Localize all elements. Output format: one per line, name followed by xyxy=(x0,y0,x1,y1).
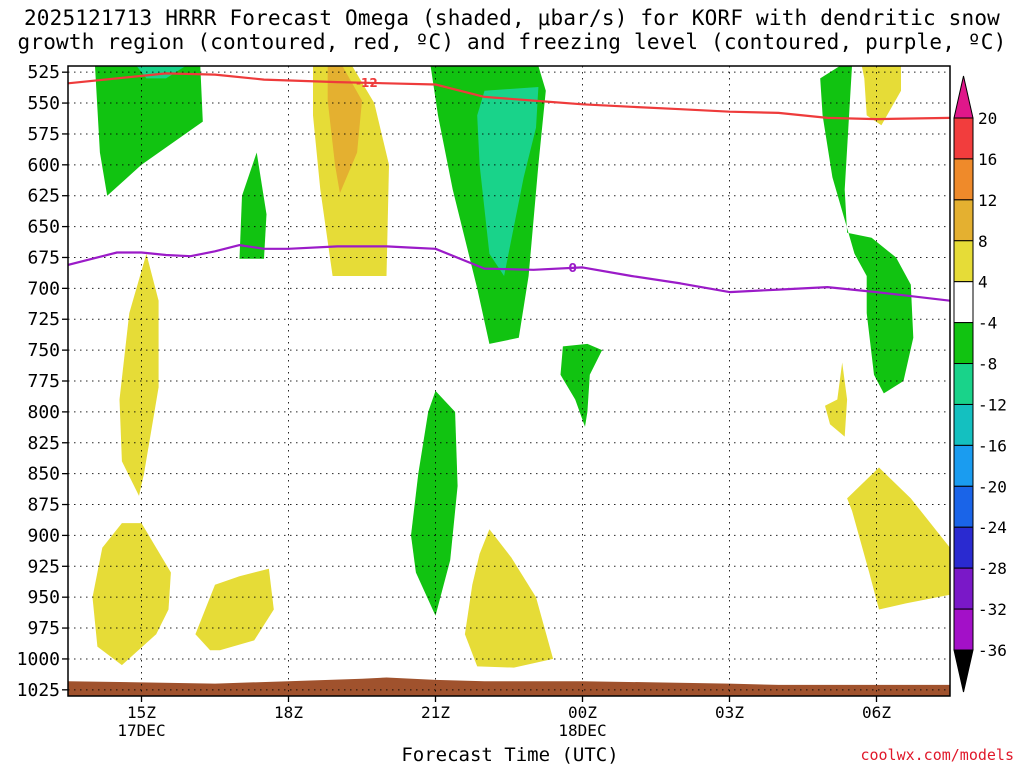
colorbar-box-12-to-8 xyxy=(953,199,974,242)
y-tick-label-775: 775 xyxy=(27,371,60,392)
colorbar-label--12: -12 xyxy=(978,395,1007,414)
colorbar-box-20-to-16 xyxy=(953,117,974,160)
title-line-1: 2025121713 HRRR Forecast Omega (shaded, … xyxy=(23,6,1001,30)
omega-region-15 xyxy=(825,362,848,437)
x-tick-label-03Z: 03Z xyxy=(715,703,744,722)
y-tick-label-850: 850 xyxy=(27,464,60,485)
x-tick-label-00Z: 00Z xyxy=(568,703,597,722)
omega-region-11 xyxy=(195,568,274,651)
omega-region-8 xyxy=(560,343,603,427)
colorbar-box-8-to-4 xyxy=(953,240,974,283)
colorbar-bottom-arrow xyxy=(953,649,974,693)
colorbar-box-4-to--4 xyxy=(953,281,974,324)
y-tick-label-700: 700 xyxy=(27,278,60,299)
omega-region-0 xyxy=(95,66,203,196)
y-tick-label-650: 650 xyxy=(27,217,60,238)
dgz-contour-label: -12 xyxy=(356,76,378,90)
x-tick-label-15Z: 15Z xyxy=(127,703,156,722)
y-tick-label-625: 625 xyxy=(27,186,60,207)
x-tick-sublabel-2025: 2025 xyxy=(122,739,161,740)
y-tick-label-925: 925 xyxy=(27,556,60,577)
y-tick-label-675: 675 xyxy=(27,247,60,268)
omega-region-7 xyxy=(119,253,159,496)
y-tick-label-525: 525 xyxy=(27,62,60,83)
terrain-fill xyxy=(68,677,950,696)
freezing-level-label: 0 xyxy=(569,261,577,275)
colorbar-label-16: 16 xyxy=(978,150,997,169)
colorbar-label--24: -24 xyxy=(978,518,1007,537)
y-tick-label-825: 825 xyxy=(27,433,60,454)
axes: 525 550 575 600 625 650 675 700 725 750 775 800 825 8… xyxy=(17,62,951,740)
omega-region-13 xyxy=(820,66,914,394)
x-tick-label-21Z: 21Z xyxy=(421,703,450,722)
y-tick-label-900: 900 xyxy=(27,525,60,546)
colorbar-label--20: -20 xyxy=(978,477,1007,496)
y-tick-label-550: 550 xyxy=(27,93,60,114)
colorbar-label--8: -8 xyxy=(978,355,997,374)
colorbar-label-20: 20 xyxy=(978,109,997,128)
omega-region-9 xyxy=(411,390,458,616)
colorbar-label--28: -28 xyxy=(978,559,1007,578)
colorbar-label--4: -4 xyxy=(978,314,997,333)
x-tick-label-06Z: 06Z xyxy=(862,703,891,722)
y-tick-label-600: 600 xyxy=(27,155,60,176)
colorbar-box--12-to--16 xyxy=(953,403,974,446)
omega-region-12 xyxy=(464,529,554,668)
omega-region-4 xyxy=(239,152,267,259)
y-tick-label-750: 750 xyxy=(27,340,60,361)
colorbar-label--36: -36 xyxy=(978,641,1007,660)
colorbar: 20 16 12 8 4 -4 -8 -12 -16 -20 -24 -28 -32 -36 xyxy=(953,75,1007,693)
y-tick-label-950: 950 xyxy=(27,587,60,608)
colorbar-box--32-to--36 xyxy=(953,608,974,651)
colorbar-label-8: 8 xyxy=(978,232,988,251)
colorbar-label--16: -16 xyxy=(978,436,1007,455)
colorbar-box--8-to--12 xyxy=(953,363,974,405)
colorbar-label-4: 4 xyxy=(978,273,988,292)
omega-region-10 xyxy=(92,523,171,666)
colorbar-box--24-to--28 xyxy=(953,526,974,569)
credit-link[interactable]: coolwx.com/models xyxy=(860,746,1014,764)
colorbar-label-12: 12 xyxy=(978,191,997,210)
y-tick-label-875: 875 xyxy=(27,495,60,516)
colorbar-box--28-to--32 xyxy=(953,567,974,610)
y-tick-label-975: 975 xyxy=(27,618,60,639)
x-axis-label: Forecast Time (UTC) xyxy=(401,744,619,766)
omega-time-height-chart: -120 52555057560062565067570072575077580… xyxy=(17,62,1007,740)
x-tick-label-18Z: 18Z xyxy=(274,703,303,722)
title-line-2: growth region (contoured, red, ºC) and f… xyxy=(17,30,1007,54)
x-tick-sublabel-17DEC: 17DEC xyxy=(117,721,165,740)
chart-title: 2025121713 HRRR Forecast Omega (shaded, … xyxy=(0,6,1024,54)
colorbar-box--4-to--8 xyxy=(953,322,974,365)
y-tick-label-1000: 1000 xyxy=(17,649,60,670)
colorbar-box--20-to--24 xyxy=(953,485,974,528)
y-tick-label-800: 800 xyxy=(27,402,60,423)
omega-region-14 xyxy=(861,66,901,126)
colorbar-top-arrow xyxy=(953,75,974,119)
plot-area: -12 0 xyxy=(68,66,950,696)
dgz-contour-line xyxy=(68,72,950,121)
omega-region-3 xyxy=(327,66,362,194)
omega-region-6 xyxy=(477,87,539,276)
colorbar-box--16-to--20 xyxy=(953,444,974,487)
x-tick-sublabel-18DEC: 18DEC xyxy=(558,721,606,740)
colorbar-label--32: -32 xyxy=(978,600,1007,619)
y-tick-label-1025: 1025 xyxy=(17,680,60,701)
y-tick-label-575: 575 xyxy=(27,124,60,145)
plot-content: -12 0 xyxy=(68,66,950,696)
freezing-level-line xyxy=(68,244,950,302)
colorbar-box-16-to-12 xyxy=(953,158,974,201)
omega-region-16 xyxy=(847,467,950,610)
y-tick-label-725: 725 xyxy=(27,309,60,330)
